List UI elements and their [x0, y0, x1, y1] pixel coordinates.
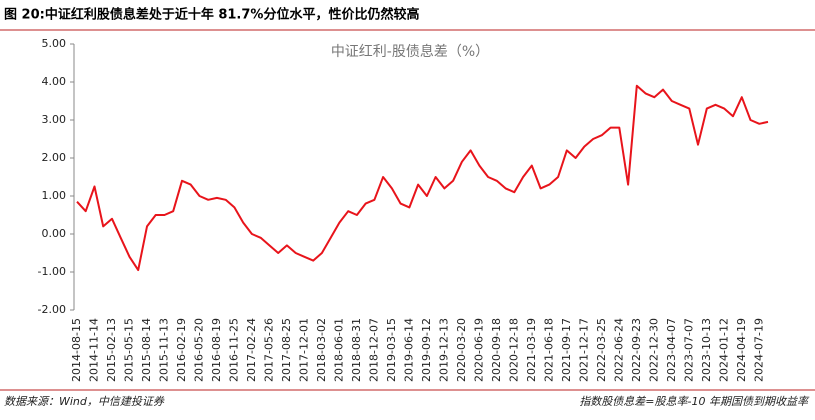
x-tick-label: 2020-09-18	[490, 318, 503, 382]
x-tick-label: 2020-03-20	[455, 318, 468, 382]
x-tick-label: 2022-12-30	[647, 318, 660, 382]
x-tick-label: 2022-03-25	[595, 318, 608, 382]
x-tick-label: 2018-06-01	[332, 318, 345, 382]
x-tick-label: 2019-06-14	[402, 318, 415, 382]
x-tick-label: 2017-02-24	[245, 318, 258, 382]
page-title: 图 20:中证红利股债息差处于近十年 81.7%分位水平，性价比仍然较高	[4, 7, 419, 23]
x-tick-label: 2024-01-12	[717, 318, 730, 382]
x-tick-label: 2021-12-17	[577, 318, 590, 382]
x-tick-label: 2017-05-26	[262, 318, 275, 382]
x-tick-label: 2021-03-19	[525, 318, 538, 382]
y-tick-label: 5.00	[42, 37, 67, 50]
x-tick-label: 2018-12-07	[367, 318, 380, 382]
x-tick-label: 2019-03-15	[385, 318, 398, 382]
x-tick-label: 2024-04-19	[735, 318, 748, 382]
x-tick-label: 2023-10-13	[700, 318, 713, 382]
x-tick-label: 2024-07-19	[752, 318, 765, 382]
x-tick-label: 2014-08-15	[70, 318, 83, 382]
x-tick-label: 2021-06-18	[542, 318, 555, 382]
x-tick-label: 2019-09-12	[420, 318, 433, 382]
y-tick-label: 4.00	[42, 75, 67, 88]
y-tick-label: 0.00	[42, 227, 67, 240]
y-tick-label: -2.00	[38, 303, 66, 316]
x-tick-label: 2021-09-17	[560, 318, 573, 382]
x-tick-label: 2017-12-01	[297, 318, 310, 382]
x-tick-label: 2014-11-14	[87, 318, 100, 382]
x-tick-label: 2016-08-19	[210, 318, 223, 382]
x-tick-label: 2016-11-25	[227, 318, 240, 382]
x-tick-label: 2016-02-19	[175, 318, 188, 382]
x-tick-label: 2023-07-07	[682, 318, 695, 382]
y-tick-label: 2.00	[42, 151, 67, 164]
x-tick-label: 2016-05-20	[192, 318, 205, 382]
y-tick-label: 1.00	[42, 189, 67, 202]
x-tick-label: 2020-06-19	[472, 318, 485, 382]
x-tick-label: 2018-08-31	[350, 318, 363, 382]
series-line	[76, 84, 769, 272]
x-tick-label: 2019-12-13	[437, 318, 450, 382]
note: 指数股债息差=股息率-10 年期国债到期收益率	[579, 395, 810, 408]
x-tick-label: 2015-08-14	[140, 318, 153, 382]
x-tick-label: 2022-09-23	[630, 318, 643, 382]
x-tick-label: 2017-08-25	[280, 318, 293, 382]
x-tick-label: 2015-11-13	[157, 318, 170, 382]
y-tick-label: -1.00	[38, 265, 66, 278]
y-tick-label: 3.00	[42, 113, 67, 126]
x-tick-label: 2018-03-02	[315, 318, 328, 382]
x-tick-label: 2015-05-15	[122, 318, 135, 382]
x-tick-label: 2015-02-13	[105, 318, 118, 382]
x-tick-label: 2023-04-07	[665, 318, 678, 382]
chart-title: 中证红利-股债息差（%）	[331, 43, 489, 60]
source: 数据来源：Wind，中信建投证券	[4, 395, 165, 408]
x-tick-label: 2022-06-24	[612, 318, 625, 382]
x-tick-label: 2020-12-18	[507, 318, 520, 382]
